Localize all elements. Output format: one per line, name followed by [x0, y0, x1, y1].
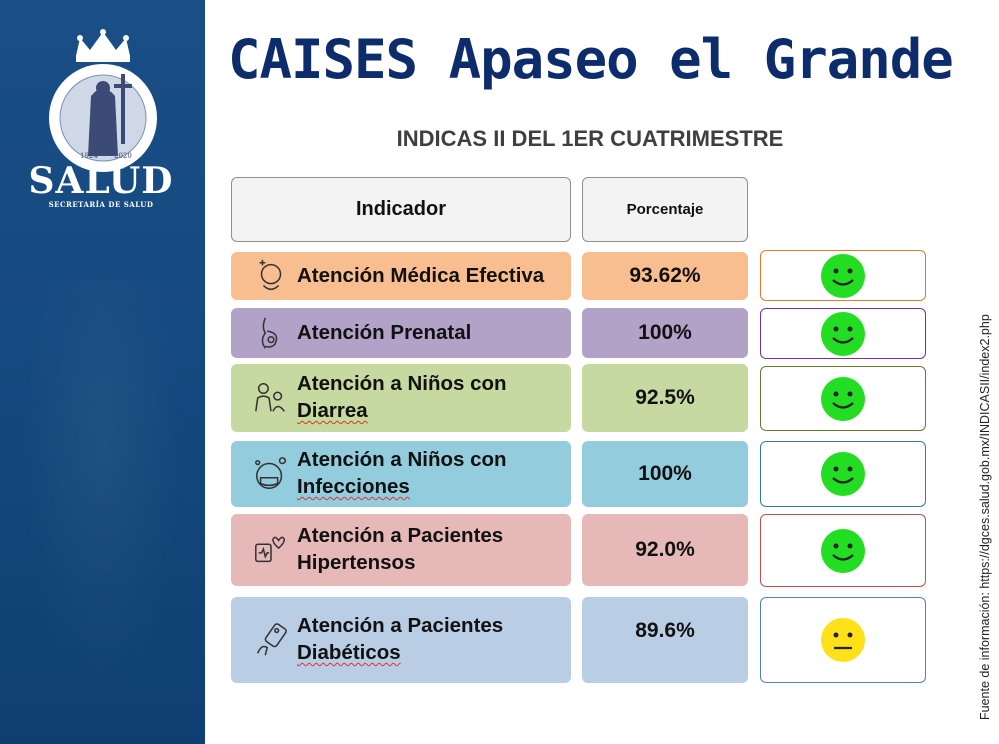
watermark	[20, 280, 185, 700]
status-cell	[760, 514, 926, 587]
indicator-percentage: 92.0%	[582, 514, 748, 586]
indicator-name: Atención a Pacientes	[297, 614, 504, 638]
logo-subtitle: SECRETARÍA DE SALUD	[48, 200, 154, 209]
logo-salud-text: SALUD	[28, 160, 174, 202]
indicator-percentage: 93.62%	[582, 252, 748, 300]
indicator-row-label: Atención a Pacientes Hipertensos	[231, 514, 571, 586]
indicator-percentage: 100%	[582, 308, 748, 358]
green-smiley-icon	[821, 452, 865, 496]
indicator-name-line2: Diabéticos	[297, 641, 401, 664]
status-cell	[760, 441, 926, 507]
indicator-name: Atención a Pacientes	[297, 524, 504, 548]
page-subtitle: INDICAS II DEL 1ER CUATRIMESTRE	[396, 126, 784, 151]
column-header-indicador: Indicador	[231, 177, 571, 242]
indicator-percentage: 100%	[582, 441, 748, 507]
state-seal-logo: 1924 2020	[49, 29, 157, 172]
indicator-name: Atención Prenatal	[297, 320, 472, 344]
indicator-row-label: Atención a Niños con Infecciones	[231, 441, 571, 507]
child-mask-icon	[249, 452, 293, 496]
sidebar: 1924 2020 SALUD SECRETARÍA DE SALUD	[0, 0, 205, 744]
seal-year-right: 2020	[114, 152, 132, 160]
source-note: Fuente de información: https://dgces.sal…	[978, 314, 992, 720]
status-cell	[760, 250, 926, 301]
indicator-name: Atención a Niños con	[297, 448, 507, 472]
glucose-meter-icon	[249, 618, 293, 662]
green-smiley-icon	[821, 253, 865, 298]
doctor-head-icon	[249, 254, 293, 298]
green-smiley-icon	[821, 376, 865, 421]
indicator-percentage: 92.5%	[582, 364, 748, 432]
indicator-row-label: Atención a Pacientes Diabéticos	[231, 597, 571, 683]
indicator-name: Atención Médica Efectiva	[297, 263, 545, 287]
neutral-face-icon	[821, 618, 865, 662]
column-header-porcentaje: Porcentaje	[582, 177, 748, 242]
status-cell	[760, 597, 926, 683]
child-care-icon	[249, 376, 293, 420]
indicator-name-line2: Infecciones	[297, 475, 410, 498]
indicator-row-label: Atención a Niños con Diarrea	[231, 364, 571, 432]
heart-patient-icon	[249, 528, 293, 572]
indicator-name-line2: Hipertensos	[297, 551, 416, 574]
green-smiley-icon	[821, 528, 865, 573]
green-smiley-icon	[821, 311, 865, 356]
indicator-row-label: Atención Prenatal	[231, 308, 571, 358]
status-cell	[760, 366, 926, 431]
indicator-name-line2: Diarrea	[297, 399, 368, 422]
status-cell	[760, 308, 926, 359]
indicator-row-label: Atención Médica Efectiva	[231, 252, 571, 300]
indicator-percentage: 89.6%	[582, 597, 748, 683]
pregnant-icon	[249, 311, 293, 355]
page-title: CAISES Apaseo el Grande	[228, 28, 954, 91]
seal-year-left: 1924	[80, 152, 98, 160]
indicator-name: Atención a Niños con	[297, 372, 507, 396]
